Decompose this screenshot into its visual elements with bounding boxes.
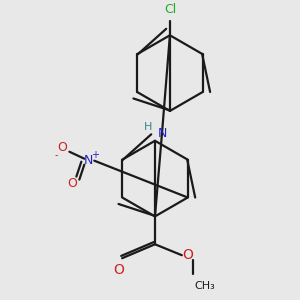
Text: O: O	[182, 248, 193, 262]
Text: O: O	[58, 141, 68, 154]
Text: -: -	[55, 150, 58, 160]
Text: H: H	[144, 122, 152, 132]
Text: O: O	[114, 263, 124, 277]
Text: N: N	[84, 154, 93, 167]
Text: CH₃: CH₃	[195, 281, 215, 291]
Text: N: N	[157, 127, 167, 140]
Text: O: O	[68, 177, 77, 190]
Text: Cl: Cl	[164, 3, 176, 16]
Text: +: +	[91, 150, 99, 160]
